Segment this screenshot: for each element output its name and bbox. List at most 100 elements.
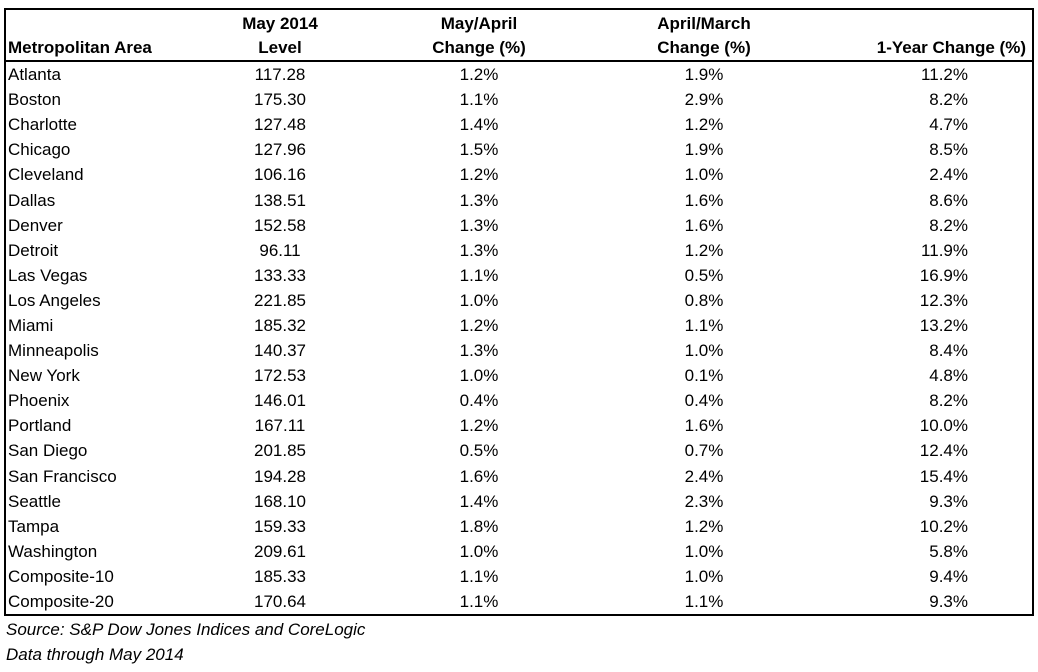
cell-may-april-change: 1.6% — [459, 466, 499, 486]
cell-metropolitan-area: Las Vegas — [8, 265, 88, 285]
cell-may-april-change: 1.3% — [459, 190, 499, 210]
cell-level: 209.61 — [254, 541, 306, 561]
table-body: Atlanta 117.28 1.2% 1.9% 11.2% Boston 175.30 1.… — [5, 61, 1033, 615]
cell-april-march-change: 0.5% — [684, 265, 724, 285]
cell-april-march-change: 1.0% — [684, 566, 724, 586]
cell-one-year-change: 10.2% — [919, 516, 968, 536]
cell-one-year-change: 8.2% — [929, 391, 968, 411]
cell-april-march-change: 0.7% — [684, 441, 724, 461]
source-note: Source: S&P Dow Jones Indices and CoreLo… — [6, 620, 366, 640]
cell-metropolitan-area: Composite-10 — [8, 566, 114, 586]
cell-level: 159.33 — [254, 516, 306, 536]
cell-may-april-change: 1.1% — [459, 592, 499, 612]
header-one-year-change: 1-Year Change (%) — [817, 9, 1033, 62]
home-price-table-container: Metropolitan Area May 2014 Level May/Apr… — [4, 8, 1034, 667]
cell-metropolitan-area: San Francisco — [8, 466, 117, 486]
cell-metropolitan-area: Minneapolis — [8, 341, 99, 361]
cell-level: 127.48 — [254, 115, 306, 135]
cell-metropolitan-area: Phoenix — [8, 391, 70, 411]
table-row: Tampa 159.33 1.8% 1.2% 10.2% — [5, 514, 1033, 539]
cell-metropolitan-area: Dallas — [8, 190, 56, 210]
cell-level: 201.85 — [254, 441, 306, 461]
cell-april-march-change: 1.2% — [684, 516, 724, 536]
cell-one-year-change: 10.0% — [919, 416, 968, 436]
cell-level: 127.96 — [254, 140, 306, 160]
cell-level: 133.33 — [254, 265, 306, 285]
cell-april-march-change: 1.9% — [684, 140, 724, 160]
cell-may-april-change: 1.0% — [459, 290, 499, 310]
cell-may-april-change: 1.3% — [459, 341, 499, 361]
cell-metropolitan-area: Atlanta — [8, 65, 61, 85]
cell-may-april-change: 0.4% — [459, 391, 499, 411]
cell-april-march-change: 2.9% — [684, 90, 724, 110]
table-row: Washington 209.61 1.0% 1.0% 5.8% — [5, 539, 1033, 564]
cell-one-year-change: 4.7% — [929, 115, 968, 135]
table-row: Composite-20 170.64 1.1% 1.1% 9.3% — [5, 589, 1033, 615]
cell-one-year-change: 16.9% — [919, 265, 968, 285]
cell-one-year-change: 8.6% — [929, 190, 968, 210]
header-row: Metropolitan Area May 2014 Level May/Apr… — [5, 9, 1033, 62]
header-may-april-change: May/April Change (%) — [367, 9, 591, 62]
table-header: Metropolitan Area May 2014 Level May/Apr… — [5, 9, 1033, 62]
header-aprmar-line1: April/March — [657, 14, 751, 33]
cell-may-april-change: 1.5% — [459, 140, 499, 160]
cell-may-april-change: 1.3% — [459, 215, 499, 235]
header-aprmar-line2: Change (%) — [657, 38, 751, 57]
cell-metropolitan-area: Tampa — [8, 516, 60, 536]
cell-one-year-change: 4.8% — [929, 366, 968, 386]
table-row: Minneapolis 140.37 1.3% 1.0% 8.4% — [5, 338, 1033, 363]
cell-metropolitan-area: Denver — [8, 215, 63, 235]
cell-may-april-change: 1.0% — [459, 541, 499, 561]
cell-may-april-change: 0.5% — [459, 441, 499, 461]
cell-one-year-change: 12.3% — [919, 290, 968, 310]
cell-metropolitan-area: Chicago — [8, 140, 71, 160]
cell-one-year-change: 8.2% — [929, 215, 968, 235]
cell-may-april-change: 1.2% — [459, 165, 499, 185]
header-april-march-change: April/March Change (%) — [591, 9, 817, 62]
table-row: Detroit 96.11 1.3% 1.2% 11.9% — [5, 238, 1033, 263]
cell-level: 117.28 — [254, 65, 306, 85]
cell-april-march-change: 2.3% — [684, 491, 724, 511]
cell-metropolitan-area: Portland — [8, 416, 72, 436]
cell-one-year-change: 8.5% — [929, 140, 968, 160]
cell-april-march-change: 1.0% — [684, 541, 724, 561]
cell-one-year-change: 9.4% — [929, 566, 968, 586]
cell-one-year-change: 15.4% — [919, 466, 968, 486]
table-row: Los Angeles 221.85 1.0% 0.8% 12.3% — [5, 288, 1033, 313]
table-row: Las Vegas 133.33 1.1% 0.5% 16.9% — [5, 263, 1033, 288]
cell-one-year-change: 5.8% — [929, 541, 968, 561]
table-row: Cleveland 106.16 1.2% 1.0% 2.4% — [5, 162, 1033, 187]
table-notes: Source: S&P Dow Jones Indices and CoreLo… — [4, 617, 1032, 667]
cell-level: 146.01 — [254, 391, 306, 411]
cell-metropolitan-area: Detroit — [8, 240, 59, 260]
cell-april-march-change: 1.2% — [684, 240, 724, 260]
header-mayapr-line2: Change (%) — [432, 38, 526, 57]
table-row: Charlotte 127.48 1.4% 1.2% 4.7% — [5, 112, 1033, 137]
data-through-note: Data through May 2014 — [6, 645, 184, 665]
cell-one-year-change: 8.4% — [929, 341, 968, 361]
cell-one-year-change: 13.2% — [919, 315, 968, 335]
header-level-line2: Level — [258, 38, 302, 57]
cell-metropolitan-area: San Diego — [8, 441, 88, 461]
table-row: Miami 185.32 1.2% 1.1% 13.2% — [5, 313, 1033, 338]
cell-level: 175.30 — [254, 90, 306, 110]
cell-level: 185.33 — [254, 566, 306, 586]
cell-april-march-change: 2.4% — [684, 466, 724, 486]
cell-level: 167.11 — [254, 416, 306, 436]
cell-level: 168.10 — [254, 491, 306, 511]
cell-one-year-change: 2.4% — [929, 165, 968, 185]
header-yoy-label: 1-Year Change (%) — [876, 38, 1026, 57]
cell-may-april-change: 1.0% — [459, 366, 499, 386]
cell-level: 140.37 — [254, 341, 306, 361]
table-row: Denver 152.58 1.3% 1.6% 8.2% — [5, 213, 1033, 238]
cell-may-april-change: 1.1% — [459, 566, 499, 586]
home-price-table: Metropolitan Area May 2014 Level May/Apr… — [4, 8, 1034, 617]
cell-may-april-change: 1.8% — [459, 516, 499, 536]
cell-april-march-change: 1.1% — [684, 592, 724, 612]
cell-one-year-change: 9.3% — [929, 491, 968, 511]
table-row: Dallas 138.51 1.3% 1.6% 8.6% — [5, 187, 1033, 212]
table-row: Portland 167.11 1.2% 1.6% 10.0% — [5, 413, 1033, 438]
cell-may-april-change: 1.4% — [459, 115, 499, 135]
cell-may-april-change: 1.1% — [459, 265, 499, 285]
header-area-label: Metropolitan Area — [8, 38, 152, 57]
